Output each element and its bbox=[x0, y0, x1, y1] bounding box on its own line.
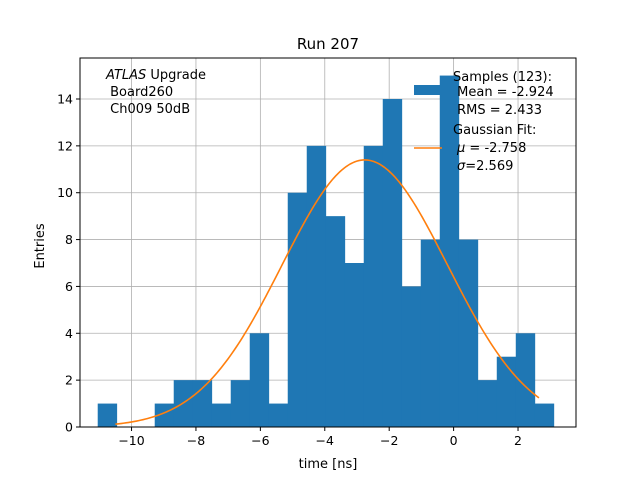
legend-fit-line-2: μ = -2.758 bbox=[456, 141, 526, 156]
histogram-bar bbox=[211, 403, 232, 427]
histogram-bar bbox=[515, 333, 536, 427]
legend-samples-line-3: RMS = 2.433 bbox=[453, 103, 542, 118]
x-tick-label: −10 bbox=[118, 433, 144, 448]
histogram-bar bbox=[306, 145, 327, 427]
histogram-bar bbox=[496, 356, 517, 427]
legend-samples-patch bbox=[414, 85, 442, 95]
legend: Samples (123): Mean = -2.924 RMS = 2.433… bbox=[414, 70, 554, 174]
legend-samples-line-2: Mean = -2.924 bbox=[453, 85, 554, 100]
x-tick-label: −8 bbox=[187, 433, 205, 448]
y-tick-label: 6 bbox=[65, 279, 73, 294]
histogram-bar bbox=[363, 145, 384, 427]
histogram-bar bbox=[420, 239, 441, 427]
histogram-bar bbox=[268, 403, 289, 427]
x-tick-label: 0 bbox=[450, 433, 458, 448]
legend-fit-line-1: Gaussian Fit: bbox=[453, 123, 536, 138]
annotation-line-1: ATLAS Upgrade bbox=[105, 68, 206, 83]
y-tick-label: 14 bbox=[57, 92, 73, 107]
y-tick-label: 8 bbox=[65, 232, 73, 247]
legend-fit-line-3: σ=2.569 bbox=[457, 159, 513, 174]
histogram-bar bbox=[344, 263, 365, 427]
x-tick-label: 2 bbox=[514, 433, 522, 448]
y-tick-label: 10 bbox=[57, 185, 73, 200]
y-axis-ticks: 0 2 4 6 8 10 12 14 bbox=[57, 92, 80, 435]
x-axis-ticks: −10 −8 −6 −4 −2 0 2 bbox=[118, 427, 522, 448]
annotation-line-2: Board260 bbox=[106, 85, 173, 100]
histogram-bar bbox=[97, 403, 118, 427]
y-tick-label: 2 bbox=[65, 373, 73, 388]
x-tick-label: −6 bbox=[251, 433, 269, 448]
histogram-bar bbox=[382, 99, 403, 427]
histogram-bar bbox=[477, 380, 498, 427]
y-tick-label: 0 bbox=[65, 420, 73, 435]
histogram-bar bbox=[249, 333, 270, 427]
gaussian-fit bbox=[115, 159, 540, 425]
atlas-annotation: ATLAS Upgrade Board260 Ch009 50dB bbox=[105, 68, 206, 117]
histogram-bar bbox=[230, 380, 251, 427]
legend-samples-line-1: Samples (123): bbox=[453, 70, 552, 85]
y-tick-label: 4 bbox=[65, 326, 73, 341]
histogram-bar bbox=[287, 192, 308, 427]
chart-title: Run 207 bbox=[297, 35, 359, 53]
histogram-bar bbox=[325, 216, 346, 427]
histogram-bar bbox=[458, 239, 479, 427]
histogram-bar bbox=[534, 403, 555, 427]
annotation-line-3: Ch009 50dB bbox=[106, 102, 190, 117]
x-tick-label: −4 bbox=[316, 433, 334, 448]
x-axis-label: time [ns] bbox=[299, 457, 358, 472]
histogram-bar bbox=[154, 403, 175, 427]
gaussian-fit-curve bbox=[115, 159, 540, 425]
histogram-bar bbox=[401, 286, 422, 427]
x-tick-label: −2 bbox=[380, 433, 398, 448]
axes-frame bbox=[79, 57, 577, 428]
histogram-bars bbox=[97, 75, 555, 428]
histogram-bar bbox=[439, 75, 460, 428]
y-tick-label: 12 bbox=[57, 138, 73, 153]
y-axis-label: Entries bbox=[33, 223, 48, 269]
